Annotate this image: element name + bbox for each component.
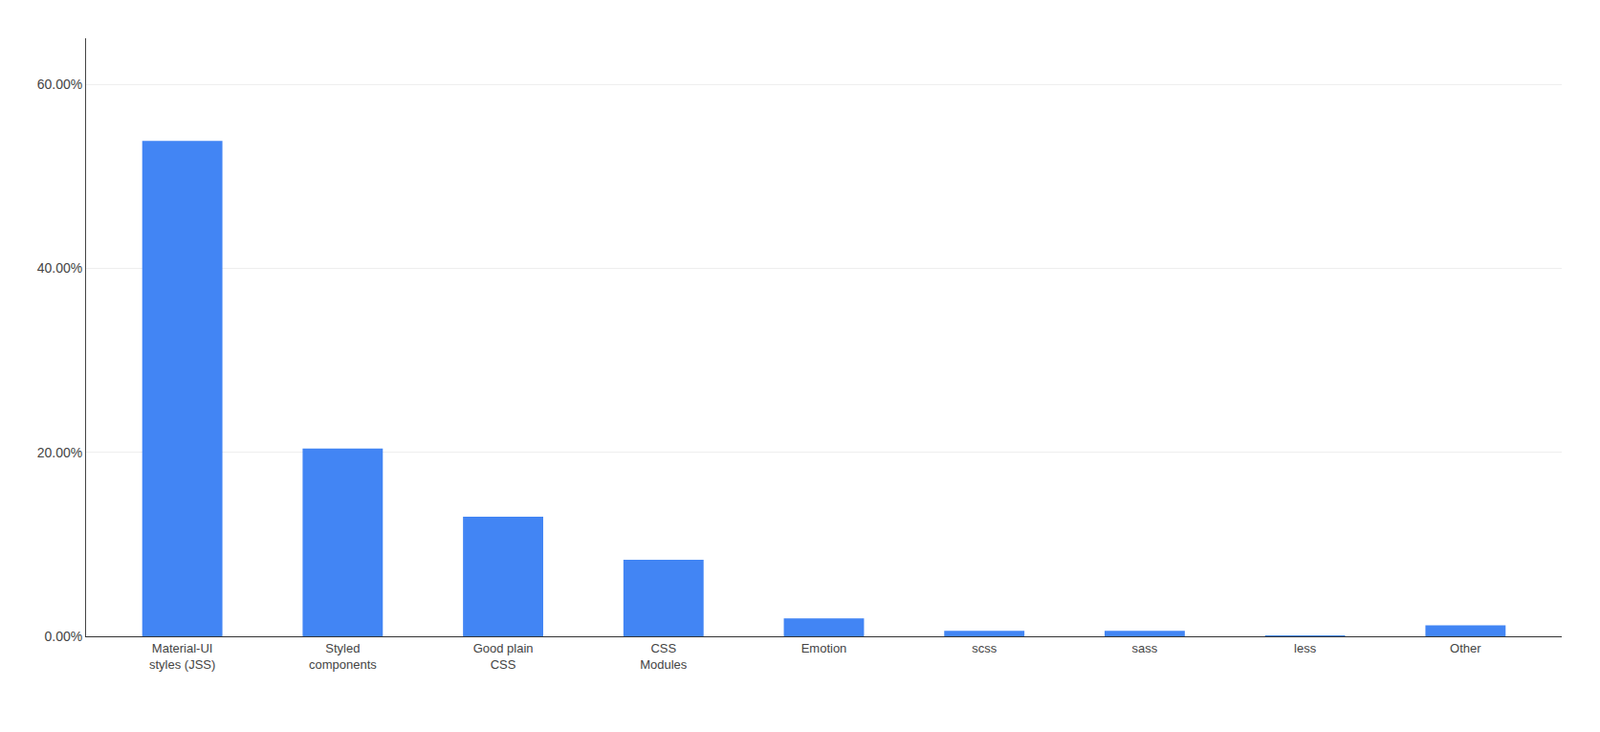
svg-text:60.00%: 60.00% <box>37 76 83 92</box>
svg-text:sass: sass <box>1132 640 1159 656</box>
svg-text:Good plainCSS: Good plainCSS <box>473 640 534 672</box>
svg-text:40.00%: 40.00% <box>37 260 83 276</box>
svg-text:Other: Other <box>1449 640 1482 656</box>
svg-text:Emotion: Emotion <box>801 640 848 656</box>
svg-text:scss: scss <box>971 640 998 656</box>
svg-text:CSSModules: CSSModules <box>639 640 688 672</box>
svg-text:less: less <box>1293 640 1317 656</box>
svg-text:Material-UIstyles (JSS): Material-UIstyles (JSS) <box>149 640 216 672</box>
svg-text:0.00%: 0.00% <box>43 628 83 644</box>
svg-text:20.00%: 20.00% <box>37 444 83 461</box>
svg-text:Styledcomponents: Styledcomponents <box>308 640 377 672</box>
